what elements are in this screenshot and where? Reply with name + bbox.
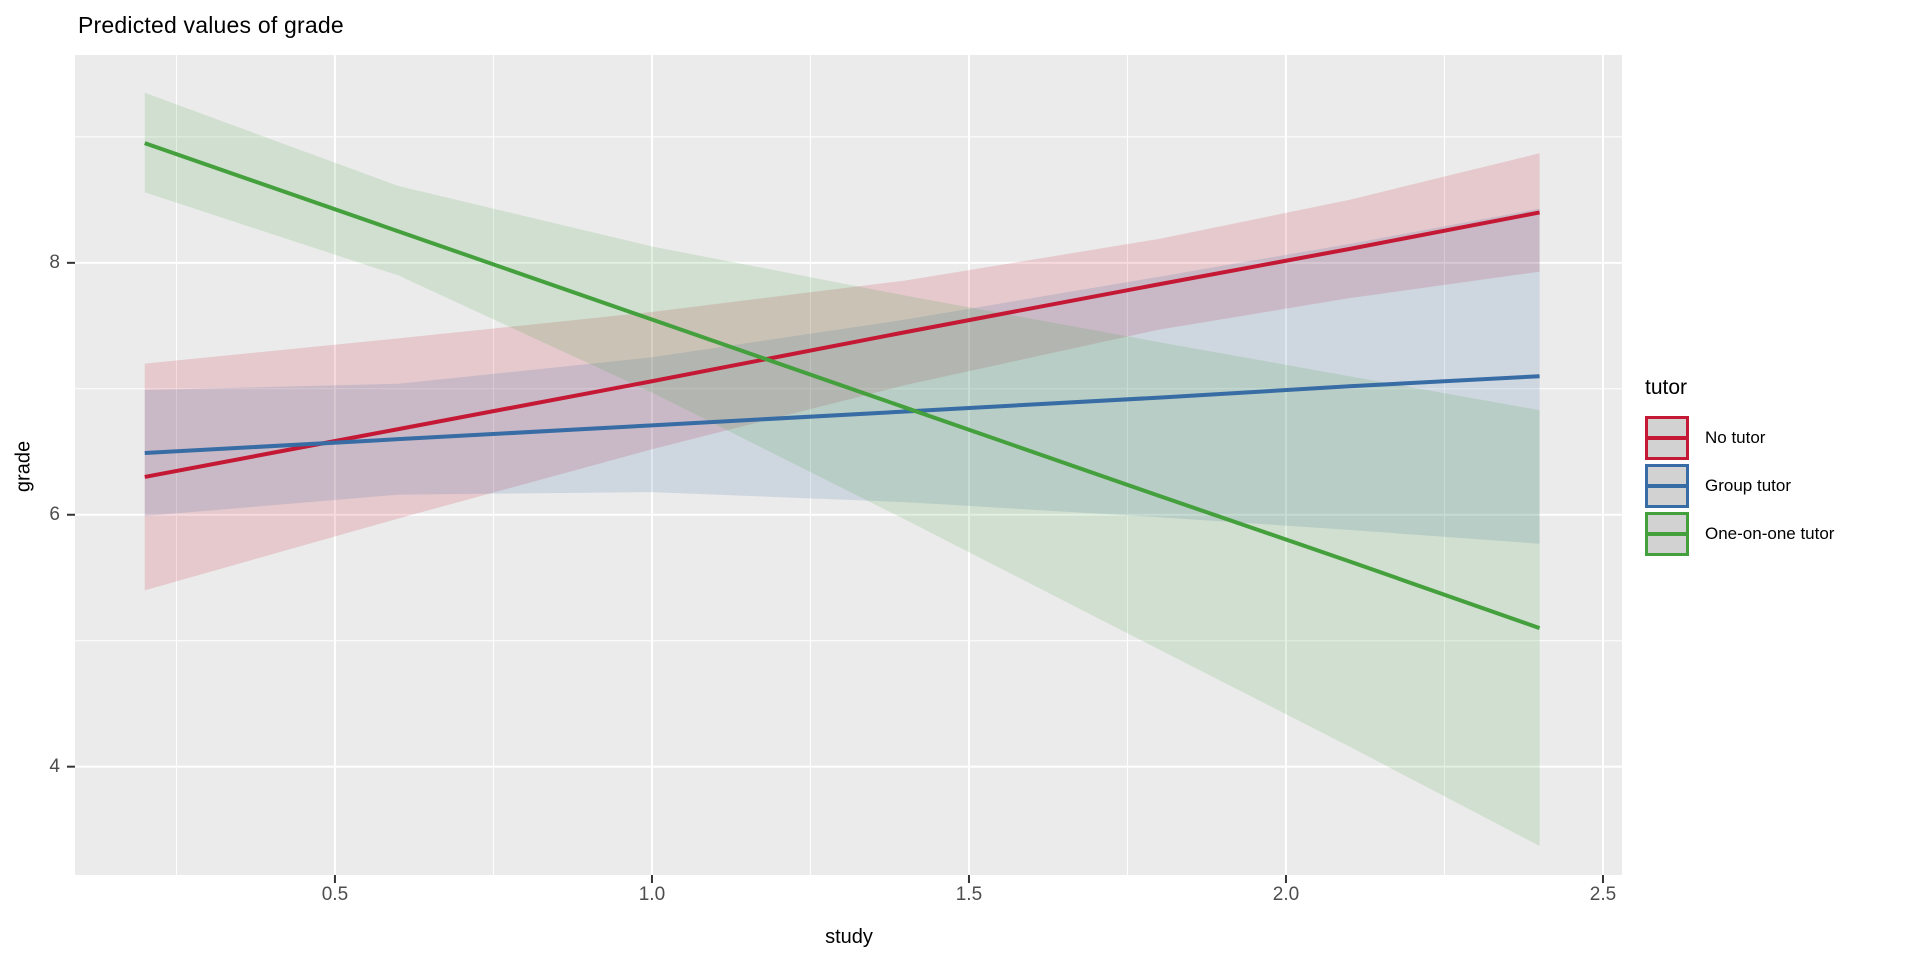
series-line	[144, 210, 1540, 479]
series-line	[144, 141, 1541, 631]
legend-item-label: No tutor	[1705, 428, 1766, 447]
x-tick-label: 2.0	[1272, 884, 1300, 905]
ci-ribbon	[144, 208, 1540, 544]
y-tick-label: 4	[49, 755, 60, 777]
x-axis-title: study	[825, 926, 873, 948]
legend-item: No tutor	[1645, 416, 1834, 460]
x-tick-label: 2.5	[1589, 884, 1617, 905]
legend-key-swatch	[1645, 416, 1689, 460]
legend-key-line	[1648, 532, 1686, 536]
legend-items: No tutor Group tutor One-on-one tutor	[1645, 416, 1834, 556]
legend-key-line	[1648, 484, 1686, 488]
x-tick-label: 0.5	[321, 884, 349, 905]
legend-title: tutor	[1645, 376, 1688, 399]
legend-key-swatch	[1645, 512, 1689, 556]
panel-background	[75, 55, 1622, 875]
ci-ribbon	[144, 153, 1540, 591]
y-tick-label: 6	[49, 503, 60, 525]
chart-title: Predicted values of grade	[78, 12, 344, 38]
legend-item: Group tutor	[1645, 464, 1834, 508]
legend-key-line	[1648, 436, 1686, 440]
legend-item-label: Group tutor	[1705, 476, 1791, 495]
legend: tutor No tutor Group tutor One-on-one tuto…	[1645, 376, 1834, 560]
legend-key-swatch	[1645, 464, 1689, 508]
y-tick-label: 8	[49, 251, 60, 273]
legend-item-label: One-on-one tutor	[1705, 524, 1835, 543]
x-tick-label: 1.0	[638, 884, 666, 905]
legend-item: One-on-one tutor	[1645, 512, 1834, 556]
series-line	[144, 374, 1540, 456]
x-tick-label: 1.5	[955, 884, 983, 905]
ci-ribbon	[144, 92, 1540, 847]
